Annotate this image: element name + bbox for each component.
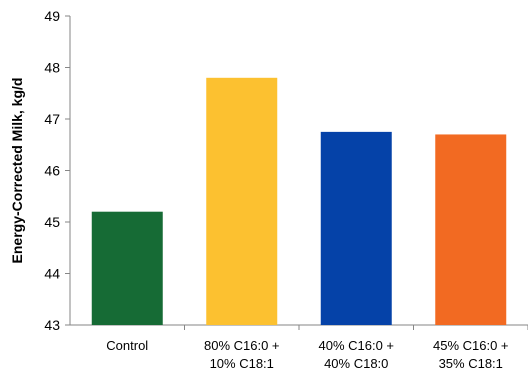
y-tick-label: 48 [44, 60, 60, 76]
category-labels: Control 80% C16:0 + 10% C18:1 40% C16:0 + 40… [106, 338, 508, 371]
y-tick-label: 49 [44, 8, 60, 24]
x-axis [70, 324, 528, 330]
x-tick-label: 35% C18:1 [439, 356, 503, 371]
y-tick-label: 43 [44, 317, 60, 333]
x-tick-label: 45% C16:0 + [433, 338, 509, 353]
x-tick-label: Control [106, 338, 148, 353]
y-tick-label: 44 [44, 266, 60, 282]
bar [206, 77, 278, 325]
x-tick-label: 40% C18:0 [324, 356, 388, 371]
bar [435, 134, 507, 325]
bars [91, 77, 507, 325]
bar [91, 211, 163, 325]
x-tick-label: 40% C16:0 + [318, 338, 394, 353]
bar [320, 131, 392, 325]
y-axis: 43 44 45 46 47 48 49 [44, 8, 71, 333]
x-tick-label: 80% C16:0 + [204, 338, 280, 353]
y-tick-label: 45 [44, 214, 60, 230]
y-axis-title: Energy-Corrected Milk, kg/d [9, 78, 25, 264]
y-tick-label: 46 [44, 163, 60, 179]
y-tick-label: 47 [44, 111, 60, 127]
x-tick-label: 10% C18:1 [210, 356, 274, 371]
